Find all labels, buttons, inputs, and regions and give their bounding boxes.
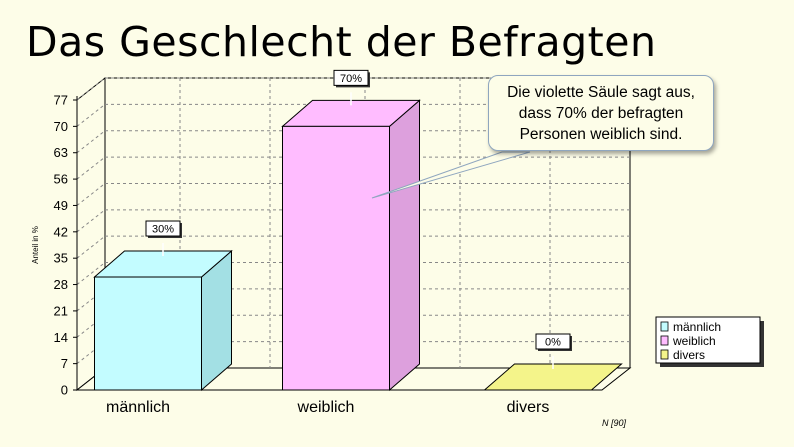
- y-tick-label: 70: [54, 119, 68, 134]
- legend-box: [655, 316, 761, 364]
- legend-swatch: [660, 335, 669, 346]
- data-label: 70%: [340, 73, 362, 85]
- bar-front: [94, 276, 202, 391]
- x-tick-label: weiblich: [297, 399, 355, 416]
- x-tick-label: divers: [507, 399, 550, 416]
- legend-swatch: [660, 321, 669, 332]
- y-tick-label: 63: [54, 145, 68, 160]
- y-axis-label: Anteil in %: [31, 226, 40, 264]
- y-tick-label: 0: [61, 383, 68, 398]
- y-tick-label: 77: [54, 93, 68, 108]
- y-tick-label: 14: [54, 330, 68, 345]
- callout-pointer: [371, 151, 531, 199]
- bar-front: [282, 125, 390, 391]
- chart-title: Das Geschlecht der Befragten: [26, 18, 657, 66]
- annotation-callout: Die violette Säule sagt aus, dass 70% de…: [488, 75, 714, 151]
- sample-size-note: N [90]: [602, 418, 627, 428]
- x-tick-label: männlich: [106, 399, 170, 416]
- data-label-box: [535, 333, 571, 350]
- data-label-box: [145, 220, 181, 237]
- bar-side: [389, 99, 420, 392]
- y-tick-label: 49: [54, 198, 68, 213]
- legend-swatch: [660, 349, 669, 360]
- y-tick-label: 56: [54, 172, 68, 187]
- data-label-box: [333, 69, 369, 86]
- legend-label: weiblich: [672, 334, 716, 348]
- bar-divers: [483, 333, 623, 391]
- y-tick-label: 42: [54, 224, 68, 239]
- data-label: 30%: [152, 224, 174, 236]
- bar-maennlich: [93, 220, 233, 392]
- bar-top: [483, 363, 623, 391]
- y-tick-label: 35: [54, 251, 68, 266]
- y-tick-label: 7: [61, 356, 68, 371]
- y-tick-label: 28: [54, 277, 68, 292]
- legend-label: divers: [673, 348, 705, 362]
- y-tick-label: 21: [54, 303, 68, 318]
- data-label: 0%: [545, 337, 561, 349]
- legend-label: männlich: [673, 320, 721, 334]
- bar-weiblich: [281, 69, 421, 392]
